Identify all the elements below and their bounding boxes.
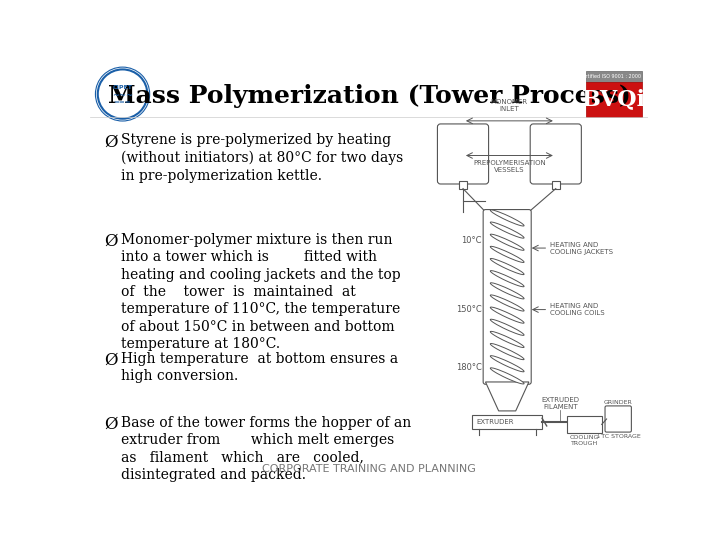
Ellipse shape: [490, 283, 524, 299]
Bar: [459, 181, 467, 188]
FancyBboxPatch shape: [438, 124, 489, 184]
FancyBboxPatch shape: [483, 210, 531, 384]
Text: COOLING
TROUGH: COOLING TROUGH: [570, 435, 599, 446]
Text: Ø: Ø: [104, 233, 117, 250]
Text: HEATING AND
COOLING JACKETS: HEATING AND COOLING JACKETS: [550, 241, 613, 254]
Text: EXTRUDER: EXTRUDER: [477, 419, 514, 425]
Ellipse shape: [490, 343, 524, 360]
Bar: [567, 416, 602, 433]
Ellipse shape: [490, 295, 524, 311]
Text: 150°C: 150°C: [456, 305, 482, 314]
Ellipse shape: [490, 234, 524, 251]
Text: BVQi: BVQi: [582, 89, 646, 111]
Text: Ø: Ø: [104, 352, 117, 369]
Bar: [552, 181, 559, 188]
Bar: [586, 82, 642, 117]
Text: Certified ISO 9001 : 2000 by: Certified ISO 9001 : 2000 by: [579, 74, 649, 79]
Ellipse shape: [490, 259, 524, 275]
Text: Mass Polymerization (Tower Process): Mass Polymerization (Tower Process): [107, 84, 631, 107]
Text: HEATING AND
COOLING COILS: HEATING AND COOLING COILS: [550, 303, 604, 316]
FancyBboxPatch shape: [605, 406, 631, 432]
Text: ~~~: ~~~: [112, 91, 133, 100]
Text: Ø: Ø: [104, 133, 117, 151]
Ellipse shape: [490, 319, 524, 335]
Text: MONOMER
INLET: MONOMER INLET: [491, 99, 528, 112]
Ellipse shape: [490, 246, 524, 262]
Bar: [586, 71, 642, 82]
Text: PREPOLYMERISATION
VESSELS: PREPOLYMERISATION VESSELS: [473, 160, 546, 173]
Text: CORPORATE TRAINING AND PLANNING: CORPORATE TRAINING AND PLANNING: [262, 464, 476, 475]
Text: CIPET: CIPET: [112, 85, 132, 90]
Circle shape: [98, 70, 148, 119]
Text: GRINDER: GRINDER: [604, 400, 633, 405]
Text: ===: ===: [114, 99, 131, 105]
Ellipse shape: [490, 368, 524, 384]
Text: 180°C: 180°C: [456, 363, 482, 372]
Text: Monomer-polymer mixture is then run
into a tower which is        fitted with
hea: Monomer-polymer mixture is then run into…: [121, 233, 400, 351]
Text: Base of the tower forms the hopper of an
extruder from       which melt emerges
: Base of the tower forms the hopper of an…: [121, 416, 411, 482]
Ellipse shape: [490, 210, 524, 226]
Ellipse shape: [490, 222, 524, 238]
Ellipse shape: [490, 307, 524, 323]
Ellipse shape: [490, 332, 524, 348]
Text: High temperature  at bottom ensures a
high conversion.: High temperature at bottom ensures a hig…: [121, 352, 398, 383]
Text: Ø: Ø: [104, 416, 117, 433]
Bar: [472, 415, 542, 429]
Polygon shape: [485, 382, 529, 411]
Ellipse shape: [490, 271, 524, 287]
Text: EXTRUDED
FILAMENT: EXTRUDED FILAMENT: [541, 397, 579, 410]
Text: ↓TC STORAGE: ↓TC STORAGE: [596, 434, 641, 440]
Text: Styrene is pre-polymerized by heating
(without initiators) at 80°C for two days
: Styrene is pre-polymerized by heating (w…: [121, 133, 403, 183]
FancyBboxPatch shape: [530, 124, 581, 184]
Text: 10°C: 10°C: [461, 237, 482, 245]
Ellipse shape: [490, 356, 524, 372]
